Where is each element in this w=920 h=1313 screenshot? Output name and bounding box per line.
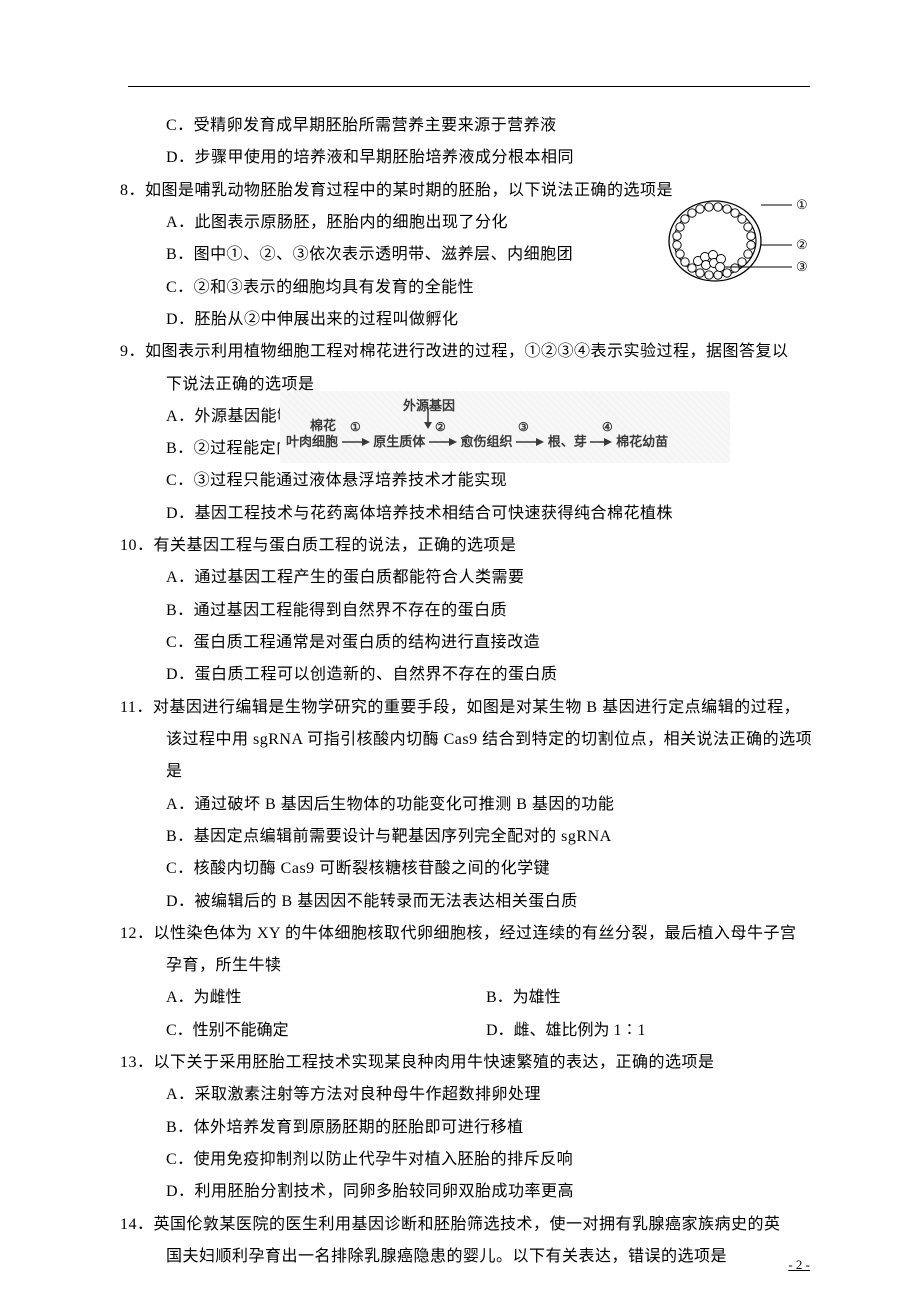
q14-stem-1: 14．英国伦敦某医院的医生利用基因诊断和胚胎筛选技术，使一对拥有乳腺癌家族病史的… [120,1209,830,1241]
q7-option-c: C．受精卵发育成早期胚胎所需营养主要来源于营养液 [120,110,830,142]
embryo-label-3: ③ [796,259,808,274]
flow-node-1: 叶肉细胞 [286,434,338,449]
embryo-label-2: ② [796,237,808,252]
q8-option-d: D．胚胎从②中伸展出来的过程叫做孵化 [120,304,830,336]
top-horizontal-rule [128,86,810,87]
q9-stem-1: 9．如图表示利用植物细胞工程对棉花进行改进的过程，①②③④表示实验过程，据图答复… [120,336,830,368]
q10-option-b: B．通过基因工程能得到自然界不存在的蛋白质 [120,595,830,627]
q12-option-c: C．性别不能确定 [120,1015,486,1047]
q11-option-c: C．核酸内切酶 Cas9 可断裂核糖核苷酸之间的化学键 [120,853,830,885]
q13-option-d: D．利用胚胎分割技术，同卵多胎较同卵双胎成功率更高 [120,1176,830,1208]
q12-stem-1: 12．以性染色体为 XY 的牛体细胞核取代卵细胞核，经过连续的有丝分裂，最后植入… [120,918,830,950]
embryo-diagram: ① ② ③ [660,195,820,287]
q11-option-d: D．被编辑后的 B 基因因不能转录而无法表达相关蛋白质 [120,886,830,918]
flow-arrow-4: ④ [602,415,613,439]
q9-option-c: C．③过程只能通过液体悬浮培养技术才能实现 [120,465,830,497]
flow-arrow-2: ② [435,415,446,439]
flow-arrow-3: ③ [518,415,529,439]
q12-option-b: B．为雄性 [486,982,561,1014]
flow-node-4: 根、芽 [548,434,587,449]
flow-node-3: 愈伤组织 [461,434,513,449]
q13-stem: 13．以下关于采用胚胎工程技术实现某良种肉用牛快速繁殖的表达，正确的选项是 [120,1047,830,1079]
q13-option-a: A．采取激素注射等方法对良种母牛作超数排卵处理 [120,1079,830,1111]
flow-diagram: 外源基因 棉花 叶肉细胞 原生质体 愈伤组织 根、芽 棉花幼苗 [280,391,730,463]
q10-stem: 10．有关基因工程与蛋白质工程的说法，正确的选项是 [120,530,830,562]
flow-node-2: 原生质体 [373,434,425,449]
flow-arrow-1: ① [350,415,361,439]
q11-stem-1: 11．对基因进行编辑是生物学研究的重要手段，如图是对某生物 B 基因进行定点编辑… [120,692,830,724]
q11-option-b: B．基因定点编辑前需要设计与靶基因序列完全配对的 sgRNA [120,821,830,853]
q11-stem-2: 该过程中用 sgRNA 可指引核酸内切酶 Cas9 结合到特定的切割位点，相关说… [120,724,830,756]
q12-option-a: A．为雌性 [120,982,486,1014]
q10-option-d: D．蛋白质工程可以创造新的、自然界不存在的蛋白质 [120,659,830,691]
q11-option-a: A．通过破坏 B 基因后生物体的功能变化可推测 B 基因的功能 [120,789,830,821]
page-number: - 2 - [788,1257,810,1273]
q12-stem-2: 孕育，所生牛犊 [120,950,830,982]
q10-option-c: C．蛋白质工程通常是对蛋白质的结构进行直接改造 [120,627,830,659]
q7-option-d: D．步骤甲使用的培养液和早期胚胎培养液成分根本相同 [120,142,830,174]
embryo-label-1: ① [796,197,808,212]
q10-option-a: A．通过基因工程产生的蛋白质都能符合人类需要 [120,562,830,594]
q9-option-d: D．基因工程技术与花药离体培养技术相结合可快速获得纯合棉花植株 [120,498,830,530]
flow-node-5: 棉花幼苗 [616,434,668,449]
q13-option-c: C．使用免疫抑制剂以防止代孕牛对植入胚胎的排斥反响 [120,1144,830,1176]
q13-option-b: B．体外培养发育到原肠胚期的胚胎即可进行移植 [120,1112,830,1144]
q12-option-d: D．雌、雄比例为 1∶1 [486,1015,646,1047]
q14-stem-2: 国夫妇顺利孕育出一名排除乳腺癌隐患的婴儿。以下有关表达，错误的选项是 [120,1241,830,1273]
q11-stem-3: 是 [120,756,830,788]
q9-stem-2: 下说法正确的选项是 [166,376,315,393]
